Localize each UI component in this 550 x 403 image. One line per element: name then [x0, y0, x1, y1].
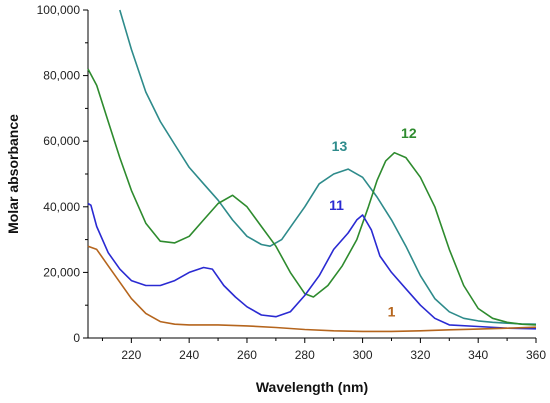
x-tick-label: 260	[237, 348, 257, 362]
y-tick-label: 60,000	[43, 134, 80, 148]
y-axis-title: Molar absorbance	[5, 114, 21, 234]
x-tick-label: 300	[353, 348, 373, 362]
y-tick-label: 80,000	[43, 69, 80, 83]
series-line-11	[87, 202, 537, 330]
series-layer	[87, 9, 537, 333]
x-tick-label: 240	[179, 348, 199, 362]
y-tick-label: 20,000	[43, 265, 80, 279]
x-axis-title: Wavelength (nm)	[256, 379, 368, 395]
series-label-11: 11	[329, 197, 344, 213]
y-tick-label: 100,000	[37, 3, 81, 17]
series-label-13: 13	[332, 138, 348, 154]
series-line-13	[119, 9, 537, 325]
axes: 220 240 260 280 300 320 340 360 0 20,000 40,000 60,…	[37, 3, 547, 362]
series-line-1	[87, 245, 537, 333]
series-label-1: 1	[388, 304, 396, 320]
x-tick-label: 320	[410, 348, 430, 362]
x-tick-label: 280	[295, 348, 315, 362]
x-tick-label: 340	[468, 348, 488, 362]
y-tick-label: 0	[73, 331, 80, 345]
series-label-12: 12	[401, 125, 417, 141]
x-tick-label: 220	[121, 348, 141, 362]
y-tick-label: 40,000	[43, 200, 80, 214]
x-tick-label: 360	[526, 348, 546, 362]
series-line-12	[87, 68, 537, 326]
